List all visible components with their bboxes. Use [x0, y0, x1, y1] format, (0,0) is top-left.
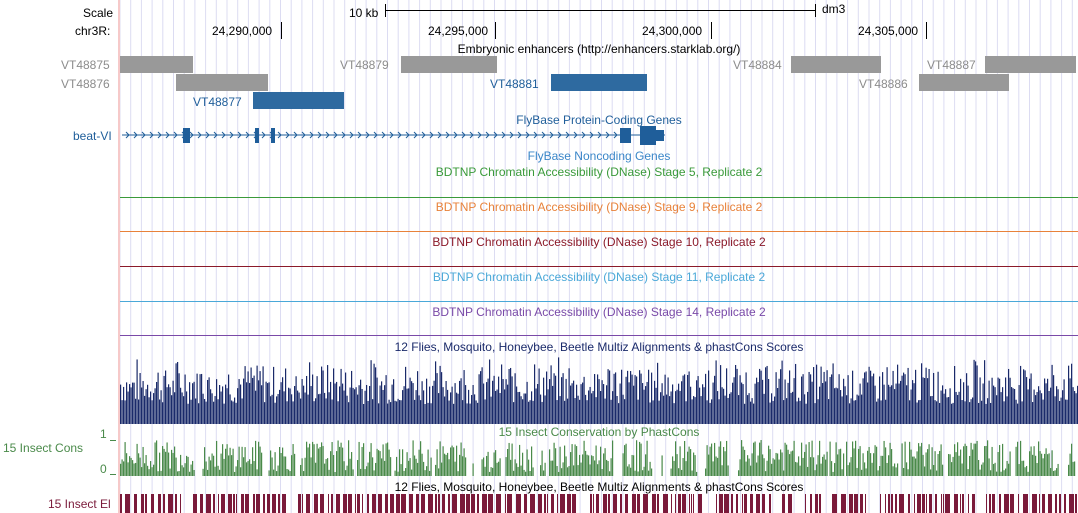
dnase-stage10-signal[interactable] — [120, 266, 1078, 267]
left-margin-highlight — [118, 0, 120, 513]
enhancer-label: VT48879 — [340, 58, 389, 72]
coord-tick-label: 24,305,000 — [858, 24, 919, 38]
conserved-elements-track[interactable] — [120, 494, 1078, 513]
enhancer-label: VT48887 — [927, 58, 976, 72]
coord-tick-label: 24,290,000 — [212, 24, 273, 38]
enhancer-feature[interactable] — [985, 56, 1076, 73]
enhancer-feature[interactable] — [919, 74, 1009, 91]
scale-label: Scale — [83, 6, 114, 20]
phastcons-track-title[interactable]: 15 Insect Conservation by PhastCons — [498, 425, 700, 439]
enhancer-label: VT48884 — [733, 58, 782, 72]
gene-model-beat-vi[interactable] — [120, 124, 680, 148]
enhancer-label: VT48881 — [490, 77, 539, 91]
phastcons-axis-min: 0 — [100, 462, 107, 476]
axis-tick — [110, 474, 116, 475]
phastcons-left-label[interactable]: 15 Insect Cons — [3, 441, 84, 455]
dnase-stage5-signal[interactable] — [120, 197, 1078, 198]
dnase-stage11-title[interactable]: BDTNP Chromatin Accessibility (DNase) St… — [432, 270, 766, 284]
axis-tick — [110, 440, 116, 441]
protein-genes-track-title[interactable]: FlyBase Protein-Coding Genes — [516, 113, 682, 127]
noncoding-track-title[interactable]: FlyBase Noncoding Genes — [527, 149, 671, 163]
enhancer-label: VT48886 — [859, 77, 908, 91]
enhancers-track-title[interactable]: Embryonic enhancers (http://enhancers.st… — [457, 42, 741, 56]
elements-track-title[interactable]: 12 Flies, Mosquito, Honeybee, Beetle Mul… — [394, 480, 804, 494]
phastcons-axis-max: 1 — [100, 427, 107, 441]
enhancer-label: VT48875 — [61, 58, 110, 72]
enhancer-label: VT48876 — [61, 77, 110, 91]
phastcons-plot[interactable] — [120, 440, 1078, 476]
dnase-stage10-title[interactable]: BDTNP Chromatin Accessibility (DNase) St… — [432, 235, 766, 249]
enhancer-feature[interactable] — [551, 74, 647, 91]
multiz-conservation-plot[interactable] — [120, 356, 1078, 424]
coord-tick-label: 24,295,000 — [428, 24, 489, 38]
coord-tick-label: 24,300,000 — [642, 24, 703, 38]
assembly-label: dm3 — [822, 2, 846, 16]
dnase-stage9-signal[interactable] — [120, 231, 1078, 232]
gene-label[interactable]: beat-VI — [73, 129, 112, 143]
enhancer-label: VT48877 — [193, 95, 242, 109]
enhancer-feature[interactable] — [791, 56, 881, 73]
enhancer-feature[interactable] — [120, 56, 193, 73]
enhancer-feature[interactable] — [401, 56, 497, 73]
multiz-track-title[interactable]: 12 Flies, Mosquito, Honeybee, Beetle Mul… — [394, 340, 804, 354]
chrom-label: chr3R: — [75, 24, 111, 38]
enhancer-feature[interactable] — [176, 74, 268, 91]
dnase-stage11-signal[interactable] — [120, 301, 1078, 302]
dnase-stage9-title[interactable]: BDTNP Chromatin Accessibility (DNase) St… — [435, 200, 763, 214]
dnase-stage5-title[interactable]: BDTNP Chromatin Accessibility (DNase) St… — [435, 165, 763, 179]
elements-left-label[interactable]: 15 Insect El — [48, 497, 111, 511]
enhancer-feature[interactable] — [253, 92, 344, 109]
dnase-stage14-signal[interactable] — [120, 335, 1078, 336]
scale-bar-text: 10 kb — [349, 6, 379, 20]
dnase-stage14-title[interactable]: BDTNP Chromatin Accessibility (DNase) St… — [432, 305, 766, 319]
